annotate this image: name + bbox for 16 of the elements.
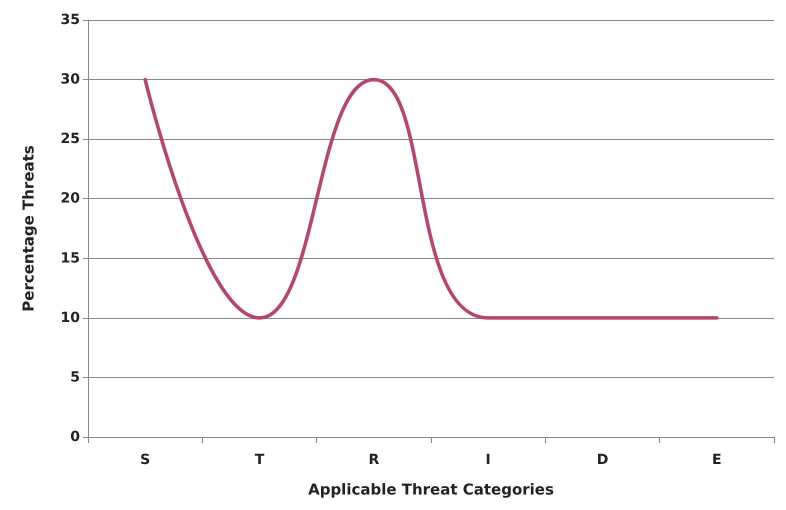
y-tick-label: 0 <box>70 429 80 445</box>
x-tick-label: S <box>140 452 150 468</box>
y-tick-label: 5 <box>70 369 80 386</box>
y-tick-label: 20 <box>60 190 80 207</box>
y-tick-label: 35 <box>60 12 80 28</box>
y-tick-label: 10 <box>60 310 80 326</box>
y-tick-label: 30 <box>60 72 80 88</box>
y-axis-title: Percentage Threats <box>20 145 38 312</box>
y-tick-label: 25 <box>60 131 80 148</box>
x-axis-title: Applicable Threat Categories <box>308 480 554 498</box>
x-tick-label: D <box>596 452 608 468</box>
x-tick-label: T <box>254 452 265 468</box>
x-tick-label: E <box>712 452 722 468</box>
y-tick-label: 15 <box>60 250 80 266</box>
x-tick-label: R <box>368 452 380 468</box>
x-tick-label: I <box>486 452 491 468</box>
